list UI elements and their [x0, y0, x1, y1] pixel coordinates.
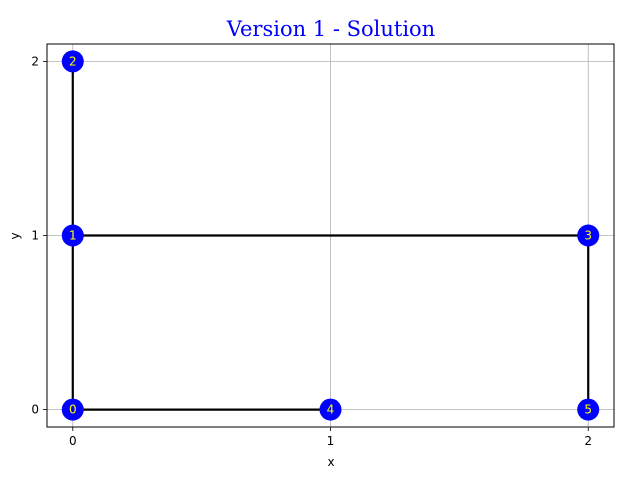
node-4	[319, 398, 342, 421]
y-axis-label: y	[8, 232, 22, 239]
node-3	[577, 224, 600, 247]
node-label-4: 4	[327, 403, 335, 417]
node-label-3: 3	[584, 229, 592, 243]
node-label-5: 5	[584, 403, 592, 417]
ticks: 0 1 2 0 1 2	[31, 54, 592, 448]
y-tick-label: 1	[31, 229, 39, 243]
node-label-1: 1	[69, 229, 77, 243]
node-label-0: 0	[69, 403, 77, 417]
node-label-2: 2	[69, 54, 77, 68]
x-tick-label: 0	[69, 434, 77, 448]
nodes: 0 1 2 3 4 5	[61, 50, 600, 421]
y-tick-label: 2	[31, 54, 39, 68]
node-2	[61, 50, 84, 73]
node-0	[61, 398, 84, 421]
edges	[71, 61, 590, 411]
node-5	[577, 398, 600, 421]
chart-title: Version 1 - Solution	[226, 17, 435, 41]
x-tick-label: 1	[327, 434, 335, 448]
x-axis-label: x	[327, 455, 334, 469]
node-1	[61, 224, 84, 247]
y-tick-label: 0	[31, 403, 39, 417]
x-tick-label: 2	[584, 434, 592, 448]
